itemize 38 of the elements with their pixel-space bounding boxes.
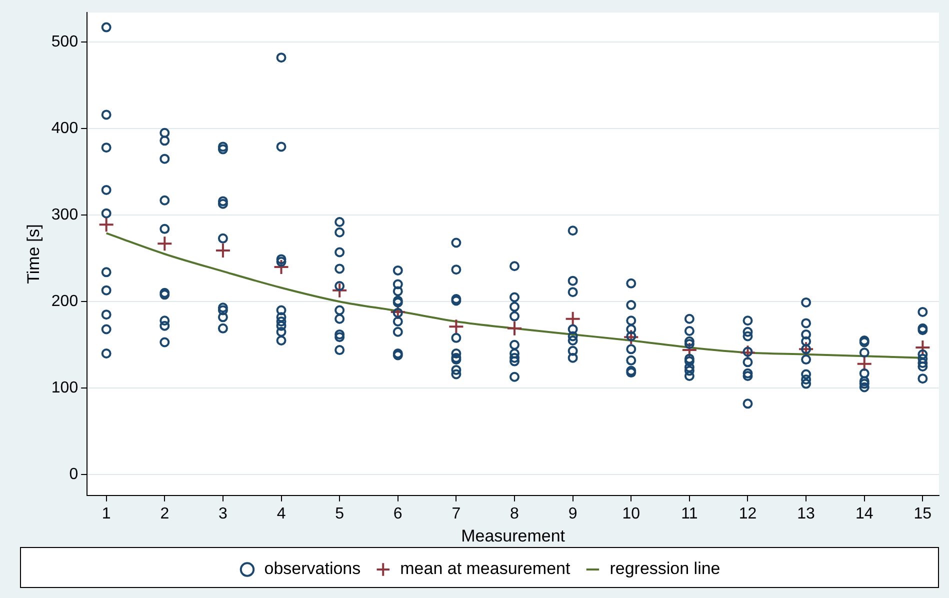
y-axis-title: Time [s] [24, 224, 43, 284]
x-axis-title: Measurement [461, 526, 566, 546]
point [332, 282, 348, 298]
legend-label: mean at measurement [400, 559, 570, 578]
y-tick-label: 400 [51, 120, 78, 137]
y-tick-label: 0 [69, 466, 78, 484]
point [623, 329, 640, 346]
x-tick-label: 13 [797, 505, 816, 522]
x-tick-label: 12 [738, 505, 757, 522]
point [506, 320, 523, 336]
y-tick-label: 100 [51, 380, 78, 397]
y-tick-label: 200 [51, 292, 78, 310]
x-tick-label: 11 [681, 505, 698, 522]
x-tick-label: 4 [276, 505, 286, 522]
x-tick-label: 7 [452, 505, 461, 522]
y-tick-label: 300 [51, 206, 78, 224]
point [98, 216, 114, 233]
point [273, 258, 290, 275]
x-tick-label: 5 [335, 505, 344, 522]
point [914, 339, 931, 356]
y-tick-label: 500 [51, 33, 78, 50]
x-tick-label: 3 [218, 505, 228, 522]
point [156, 236, 173, 252]
x-tick-label: 15 [914, 505, 932, 522]
x-tick-label: 1 [102, 505, 111, 522]
point [681, 342, 698, 358]
x-tick-label: 14 [855, 505, 874, 522]
x-tick-label: 10 [622, 505, 640, 522]
point [214, 242, 231, 259]
x-tick-label: 9 [568, 505, 578, 522]
x-tick-label: 2 [160, 505, 170, 522]
point [448, 318, 464, 335]
point [856, 356, 872, 372]
point [740, 344, 756, 361]
x-tick-label: 8 [510, 505, 520, 522]
legend-label: observations [264, 559, 361, 578]
x-tick-label: 6 [393, 505, 402, 522]
legend-label: regression line [610, 559, 720, 578]
